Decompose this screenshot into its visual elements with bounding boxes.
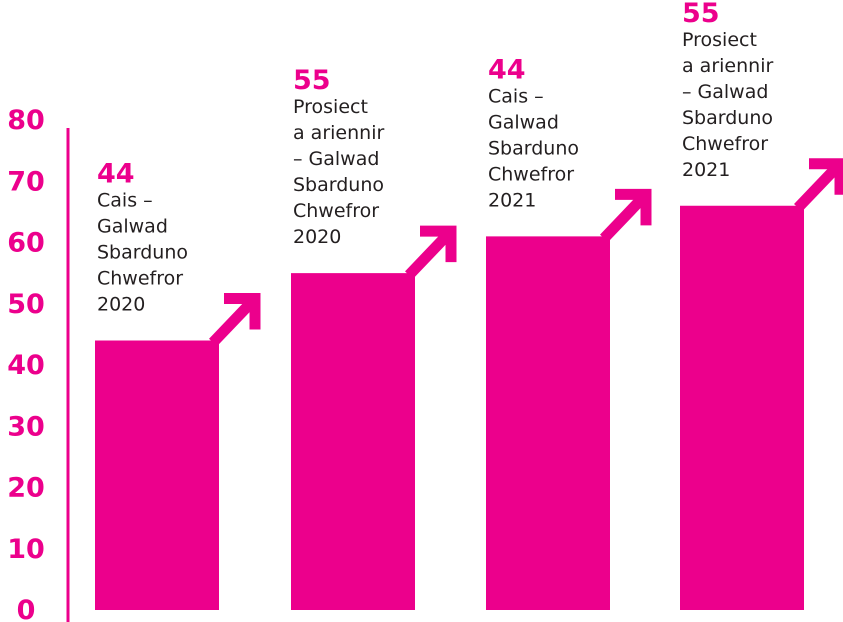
value-label: 44 — [488, 54, 526, 85]
bar — [95, 340, 219, 610]
y-tick-label: 30 — [7, 411, 45, 442]
trend-arrow-head — [224, 293, 261, 330]
y-tick-label: 70 — [7, 166, 45, 197]
bar-description-line: Galwad — [97, 216, 168, 238]
trend-arrow-shaft — [600, 190, 650, 243]
bar-description-line: a ariennir — [682, 55, 773, 77]
value-label: 55 — [682, 0, 720, 29]
trend-arrow-shaft — [209, 294, 259, 347]
bar — [291, 273, 415, 610]
bar — [486, 236, 610, 610]
trend-arrow-shaft — [405, 227, 455, 279]
bar-description-line: Sbarduno — [682, 107, 773, 129]
bar-description-line: Sbarduno — [293, 174, 384, 196]
bar-description-line: Cais – — [97, 190, 153, 212]
bar-description-line: a ariennir — [293, 122, 384, 144]
y-tick-label: 0 — [17, 595, 36, 622]
y-tick-label: 10 — [7, 534, 45, 565]
y-tick-label: 50 — [7, 289, 45, 320]
value-label: 55 — [293, 65, 331, 96]
bar-description-line: Chwefror — [682, 133, 768, 155]
bar-description-line: 2021 — [682, 159, 730, 181]
trend-arrow-head — [420, 225, 457, 263]
bar-description-line: Sbarduno — [488, 137, 579, 159]
bar-description-line: 2021 — [488, 189, 536, 211]
bar-description-line: Chwefror — [488, 163, 574, 185]
bar-description-line: Chwefror — [293, 200, 379, 222]
bar-description-line: Galwad — [488, 111, 559, 133]
bar-description-line: 2020 — [293, 226, 341, 248]
y-tick-label: 20 — [7, 473, 45, 504]
bar-description-line: Prosiect — [293, 96, 368, 118]
bar-description-line: – Galwad — [682, 81, 768, 103]
trend-arrow-head — [809, 158, 843, 195]
trend-arrow-head — [615, 188, 652, 226]
bar-description-line: Prosiect — [682, 29, 757, 51]
bar-description-line: – Galwad — [293, 148, 379, 170]
bar — [680, 205, 804, 610]
bar-description-line: 2020 — [97, 294, 145, 316]
bar-description-line: Cais – — [488, 85, 544, 107]
y-tick-label: 60 — [7, 228, 45, 259]
bar-description-line: Chwefror — [97, 268, 183, 290]
y-tick-label: 40 — [7, 350, 45, 381]
y-tick-label: 80 — [7, 105, 45, 136]
bar-description-line: Sbarduno — [97, 242, 188, 264]
value-label: 44 — [97, 159, 135, 190]
trend-arrow-shaft — [794, 159, 843, 212]
y-axis-ticks: 0 10 20 30 40 50 60 70 80 — [7, 105, 45, 622]
